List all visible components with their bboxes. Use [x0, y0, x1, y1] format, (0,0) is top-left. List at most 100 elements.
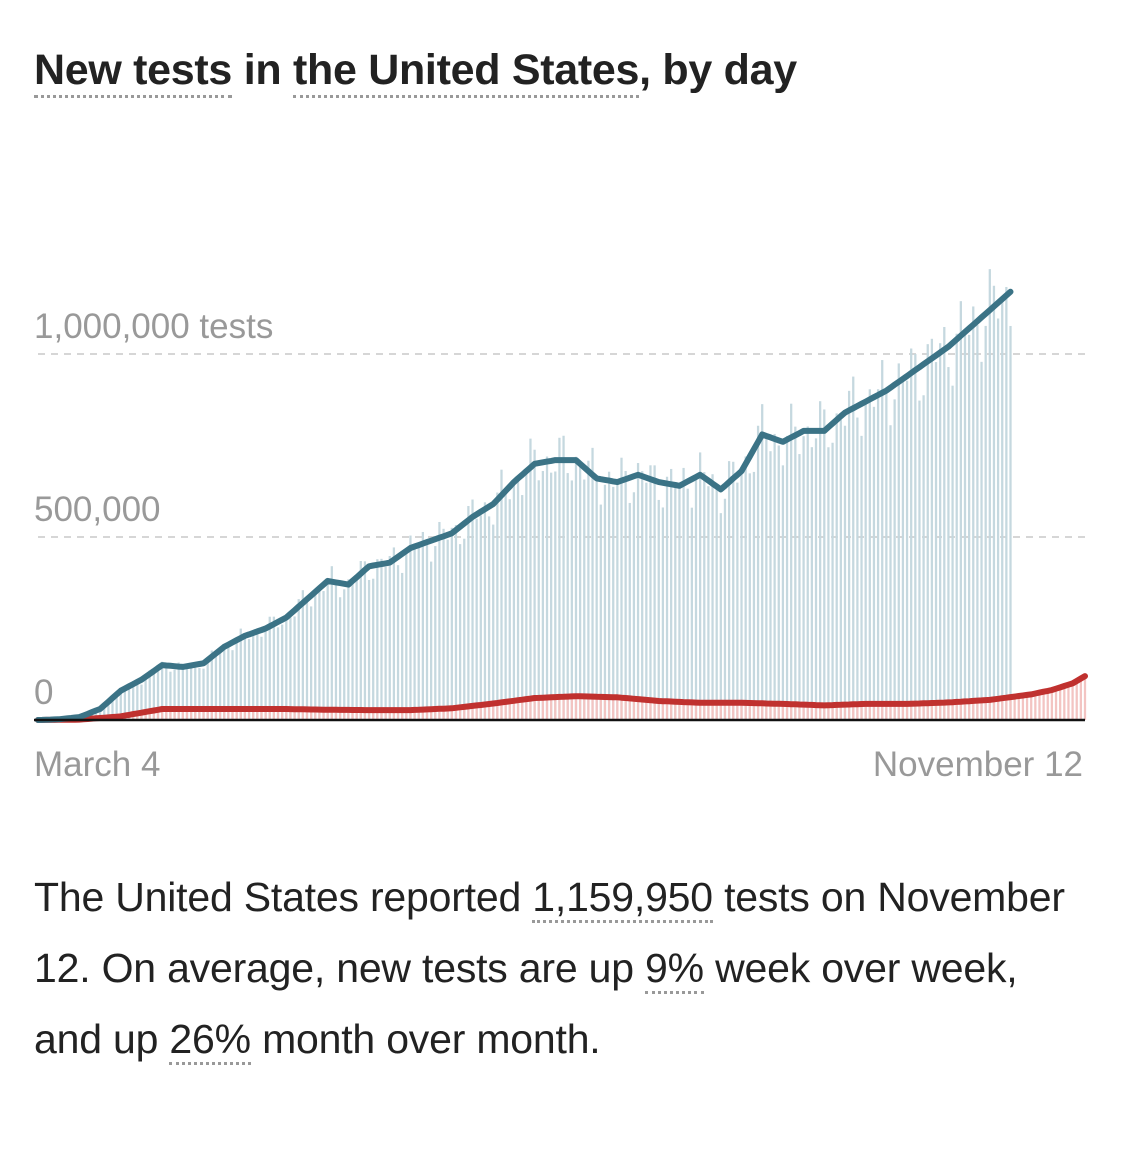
daily-positive-bar	[537, 697, 540, 720]
daily-test-bar	[483, 502, 487, 720]
daily-positive-bar	[930, 703, 934, 720]
daily-test-bar	[599, 504, 602, 720]
daily-test-bar	[645, 482, 648, 720]
daily-positive-bar	[438, 708, 441, 720]
daily-test-bar	[231, 650, 234, 720]
location-link[interactable]: the United States	[292, 46, 639, 98]
daily-positive-bar	[686, 702, 689, 720]
daily-test-bar	[1009, 325, 1012, 720]
daily-test-bar	[343, 589, 346, 720]
daily-test-bar	[401, 572, 404, 720]
daily-test-bar	[723, 498, 727, 720]
daily-positive-bar	[243, 709, 247, 720]
daily-positive-bar	[690, 702, 693, 720]
daily-test-bar	[293, 616, 296, 720]
daily-positive-bar	[976, 700, 979, 720]
daily-test-bar	[103, 704, 106, 720]
daily-test-bar	[665, 476, 669, 720]
daily-test-bar	[338, 597, 342, 720]
daily-test-bar	[972, 306, 975, 720]
monthly-change-value[interactable]: 26%	[169, 1016, 251, 1065]
daily-positive-bar	[235, 709, 238, 720]
daily-positive-bar	[169, 709, 172, 720]
daily-test-bar	[790, 403, 793, 720]
weekly-change-value[interactable]: 9%	[645, 945, 704, 994]
daily-positive-bar	[1063, 686, 1066, 720]
daily-positive-bar	[996, 698, 1000, 720]
tests-reported-value[interactable]: 1,159,950	[532, 874, 713, 923]
daily-positive-bar	[1075, 680, 1078, 720]
daily-positive-bar	[707, 702, 710, 720]
daily-positive-bar	[591, 696, 594, 720]
daily-test-bar	[512, 479, 516, 720]
daily-positive-bar	[645, 699, 648, 720]
daily-test-bar	[930, 338, 934, 720]
daily-positive-bar	[293, 709, 296, 720]
daily-positive-bar	[748, 703, 751, 720]
daily-test-bar	[372, 578, 375, 720]
daily-positive-bar	[185, 709, 189, 720]
daily-positive-bar	[889, 703, 892, 720]
daily-test-bar	[806, 426, 809, 720]
daily-positive-bar	[458, 707, 462, 720]
daily-positive-bar	[405, 710, 408, 720]
daily-positive-bar	[355, 710, 358, 720]
daily-positive-bar	[475, 705, 478, 720]
daily-positive-bar	[947, 702, 950, 720]
daily-test-bar	[367, 579, 371, 720]
daily-test-bar	[127, 685, 131, 720]
daily-test-bar	[111, 700, 114, 720]
daily-positive-bar	[694, 702, 698, 720]
daily-positive-bar	[140, 712, 143, 720]
daily-positive-bar	[309, 709, 313, 720]
daily-positive-bar	[752, 703, 756, 720]
daily-test-bar	[202, 668, 205, 720]
daily-positive-bar	[777, 703, 780, 720]
daily-positive-bar	[814, 705, 818, 720]
daily-test-bar	[264, 631, 267, 720]
daily-positive-bar	[798, 704, 801, 720]
daily-test-bar	[827, 447, 830, 720]
daily-test-bar	[984, 325, 987, 720]
daily-positive-bar	[918, 703, 921, 720]
daily-test-bar	[471, 499, 474, 720]
x-tick-label-1: November 12	[873, 745, 1083, 784]
daily-test-bar	[318, 586, 321, 720]
summary-paragraph: The United States reported 1,159,950 tes…	[34, 862, 1074, 1075]
daily-positive-bar	[516, 700, 520, 720]
daily-positive-bar	[831, 705, 834, 720]
daily-test-bar	[847, 390, 851, 720]
daily-test-bar	[794, 426, 797, 720]
daily-positive-bar	[794, 704, 797, 720]
daily-positive-bar	[463, 706, 466, 720]
daily-positive-bar	[665, 701, 669, 720]
daily-positive-bar	[715, 702, 718, 720]
daily-positive-bar	[1083, 676, 1087, 720]
daily-test-bar	[276, 627, 280, 720]
daily-test-bar	[260, 636, 263, 720]
daily-positive-bar	[347, 709, 350, 720]
daily-positive-bar	[566, 696, 569, 720]
daily-test-bar	[657, 499, 660, 720]
daily-test-bar	[934, 362, 938, 720]
daily-test-bar	[814, 438, 818, 720]
daily-positive-bar	[922, 703, 925, 720]
daily-test-bar	[347, 579, 350, 720]
daily-positive-bar	[963, 701, 967, 720]
daily-positive-bar	[541, 697, 545, 720]
daily-test-bar	[107, 702, 110, 720]
daily-positive-bar	[198, 709, 201, 720]
new-tests-metric-link[interactable]: New tests	[34, 46, 232, 98]
daily-positive-bar	[177, 709, 180, 720]
daily-positive-bar	[1042, 691, 1045, 720]
daily-test-bar	[843, 425, 847, 720]
daily-test-bar	[405, 549, 408, 720]
daily-test-bar	[165, 664, 168, 720]
daily-positive-bar	[1046, 690, 1049, 720]
daily-positive-bar	[955, 701, 958, 720]
daily-positive-bar	[723, 702, 727, 720]
daily-positive-bar	[682, 702, 685, 720]
daily-positive-bar	[492, 703, 495, 720]
daily-test-bar	[140, 684, 143, 720]
daily-positive-bar	[711, 702, 714, 720]
